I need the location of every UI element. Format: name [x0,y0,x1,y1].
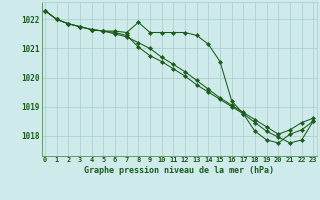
X-axis label: Graphe pression niveau de la mer (hPa): Graphe pression niveau de la mer (hPa) [84,166,274,175]
